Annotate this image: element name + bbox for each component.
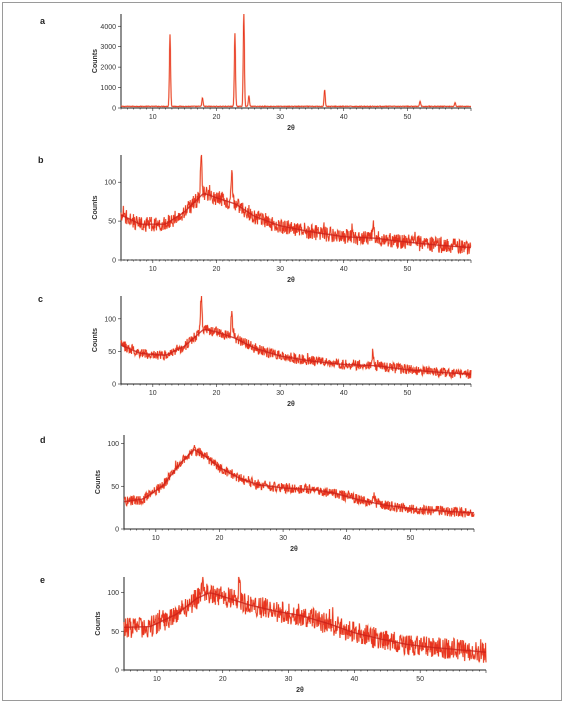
- y-tick-label: 4000: [100, 24, 116, 31]
- y-tick-label: 100: [107, 441, 119, 448]
- y-tick-label: 1000: [100, 85, 116, 92]
- x-axis-label: 2θ: [296, 687, 304, 694]
- x-tick-label: 10: [149, 390, 157, 397]
- x-tick-label: 50: [416, 676, 424, 683]
- x-tick-label: 40: [340, 390, 348, 397]
- x-tick-label: 10: [149, 266, 157, 273]
- panel-d: d 10 20 30 40 50 0 50 100 2θ Counts: [40, 435, 475, 553]
- trace-mean-line: [120, 193, 472, 249]
- x-tick-label: 40: [340, 114, 348, 121]
- x-tick-label: 50: [403, 266, 411, 273]
- y-tick-label: 0: [112, 106, 116, 113]
- panel-e: e 10 20 30 40 50 0 50 100 2θ Counts: [40, 575, 487, 694]
- x-tick-label: 50: [406, 535, 414, 542]
- y-tick-label: 100: [104, 180, 116, 187]
- y-tick-label: 50: [108, 219, 116, 226]
- y-axis-label: Counts: [95, 470, 102, 494]
- trace-mean-line: [123, 592, 487, 653]
- x-tick-label: 20: [219, 676, 227, 683]
- y-axis-label: Counts: [92, 49, 99, 73]
- x-axis-label: 2θ: [290, 546, 298, 553]
- x-tick-label: 50: [403, 390, 411, 397]
- x-tick-label: 10: [153, 676, 161, 683]
- y-tick-label: 3000: [100, 44, 116, 51]
- x-axis-label: 2θ: [287, 401, 295, 408]
- x-axis-label: 2θ: [287, 277, 295, 284]
- trace-mean-line: [120, 328, 472, 375]
- y-axis-label: Counts: [95, 611, 102, 635]
- y-tick-label: 50: [111, 629, 119, 636]
- y-axis-label: Counts: [92, 328, 99, 352]
- y-tick-label: 50: [111, 484, 119, 491]
- diffraction-trace: [123, 576, 487, 663]
- x-tick-label: 20: [213, 390, 221, 397]
- panel-b: b 10 20 30 40 50 0 50 100 2θ Counts: [38, 154, 472, 284]
- x-tick-label: 30: [285, 676, 293, 683]
- panel-label: d: [40, 435, 46, 445]
- y-tick-label: 0: [115, 527, 119, 534]
- x-tick-label: 10: [149, 114, 157, 121]
- y-tick-label: 100: [104, 316, 116, 323]
- diffraction-trace: [120, 295, 472, 380]
- panel-a: a 10 20 30 40 50 0 1000 2000 3000 4000 2θ Counts: [40, 13, 472, 132]
- x-tick-label: 20: [213, 266, 221, 273]
- x-tick-label: 30: [276, 266, 284, 273]
- trace-mean-line: [123, 448, 475, 514]
- diffraction-trace-halo: [123, 444, 475, 519]
- x-tick-label: 10: [152, 535, 160, 542]
- diffraction-trace: [123, 445, 475, 518]
- y-tick-label: 2000: [100, 65, 116, 72]
- panel-label: a: [40, 16, 46, 26]
- x-tick-label: 20: [216, 535, 224, 542]
- diffraction-trace-halo: [120, 13, 472, 109]
- diffraction-trace: [120, 154, 472, 255]
- y-tick-label: 100: [107, 590, 119, 597]
- x-tick-label: 30: [279, 535, 287, 542]
- panel-label: c: [38, 294, 43, 304]
- diffraction-trace-halo: [120, 295, 472, 381]
- panel-label: e: [40, 575, 45, 585]
- panel-label: b: [38, 155, 44, 165]
- panel-c: c 10 20 30 40 50 0 50 100 2θ Counts: [38, 294, 472, 408]
- x-tick-label: 40: [340, 266, 348, 273]
- x-tick-label: 50: [403, 114, 411, 121]
- y-tick-label: 0: [112, 382, 116, 389]
- x-tick-label: 30: [276, 390, 284, 397]
- y-axis-label: Counts: [92, 195, 99, 219]
- y-tick-label: 0: [115, 668, 119, 675]
- diffraction-trace: [120, 13, 472, 108]
- x-tick-label: 30: [276, 114, 284, 121]
- x-axis-label: 2θ: [287, 125, 295, 132]
- x-tick-label: 40: [350, 676, 358, 683]
- y-tick-label: 0: [112, 258, 116, 265]
- x-tick-label: 40: [343, 535, 351, 542]
- y-tick-label: 50: [108, 349, 116, 356]
- x-tick-label: 20: [213, 114, 221, 121]
